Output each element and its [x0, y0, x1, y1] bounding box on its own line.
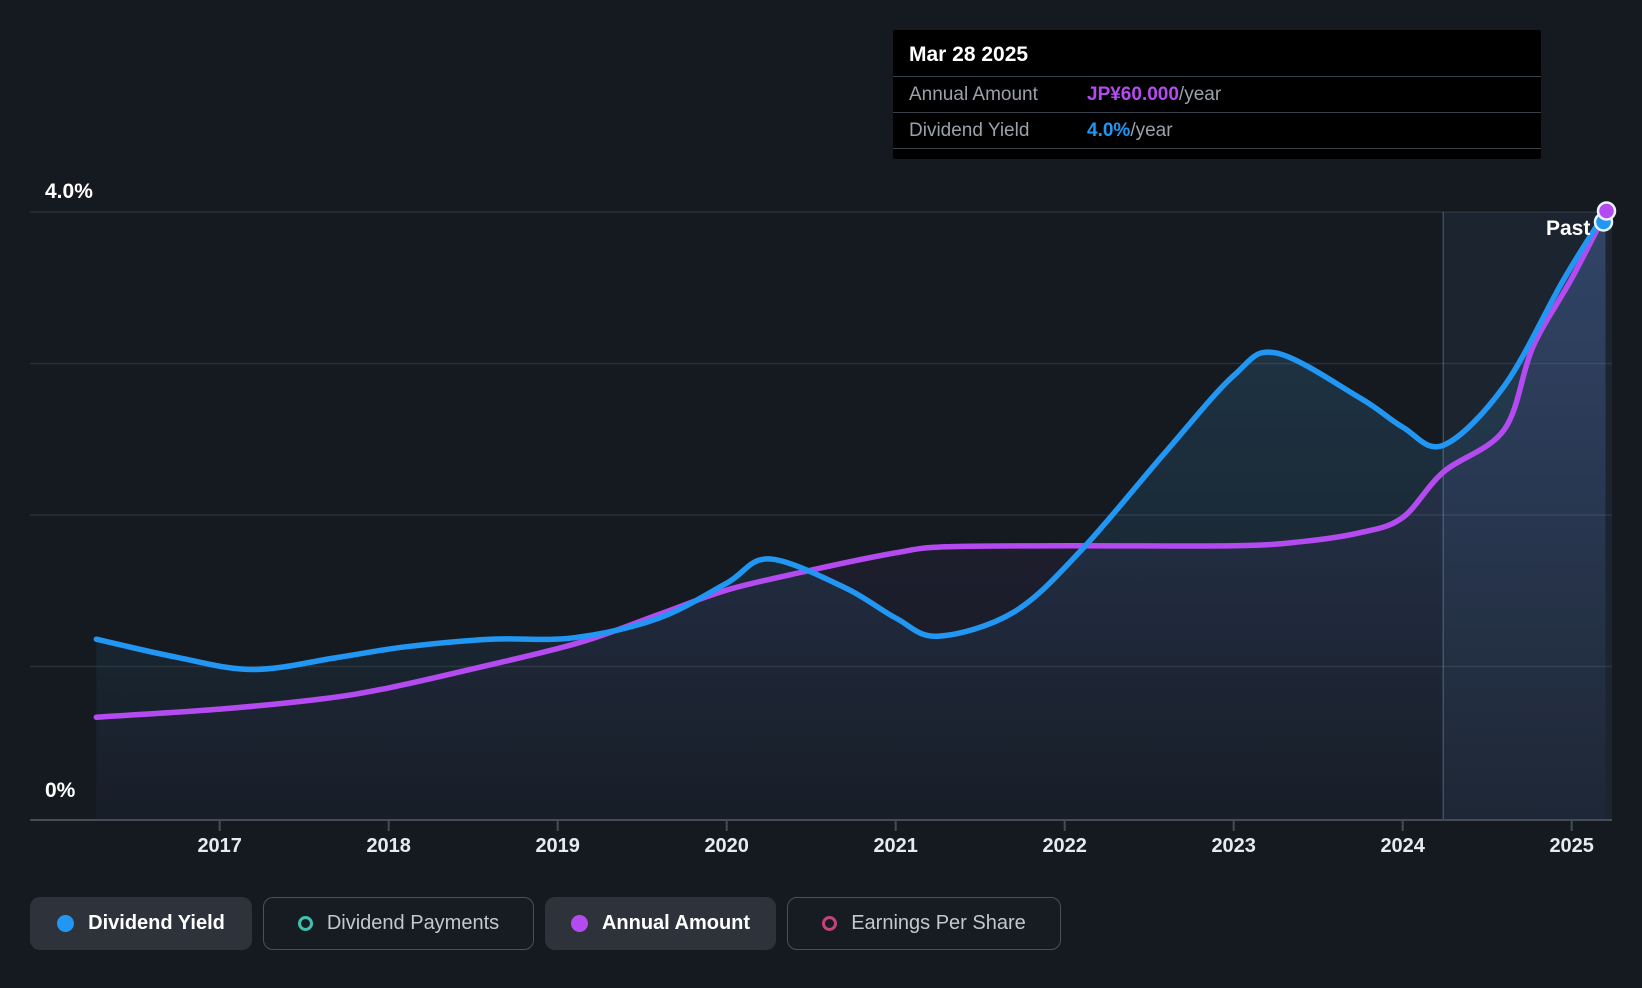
- tooltip-row-suffix: /year: [1178, 83, 1222, 105]
- legend-chip-label: Dividend Payments: [326, 912, 500, 934]
- chart-legend: Dividend Yield Dividend Payments Annual Am…: [30, 897, 1061, 950]
- ring-icon: [297, 916, 313, 931]
- x-axis-label: 2019: [535, 835, 580, 857]
- legend-chip-dividend-yield[interactable]: Dividend Yield: [30, 897, 252, 950]
- legend-chip-dividend-payments[interactable]: Dividend Payments: [263, 897, 534, 950]
- filled-dot-icon: [57, 915, 75, 932]
- x-axis-label: 2017: [197, 835, 242, 857]
- past-region-label: Past: [1546, 217, 1591, 240]
- tooltip-row-label: Dividend Yield: [909, 119, 1030, 141]
- tooltip-row-suffix: /year: [1130, 119, 1173, 141]
- filled-dot-icon: [570, 915, 588, 932]
- legend-chip-label: Annual Amount: [601, 912, 751, 934]
- legend-chip-label: Dividend Yield: [88, 912, 225, 934]
- x-axis-label: 2025: [1549, 835, 1594, 857]
- x-axis-label: 2022: [1042, 835, 1087, 857]
- x-axis-ticks: [218, 820, 1573, 831]
- tooltip-row-annual-amount: Annual Amount JP¥60.000/year: [893, 76, 1541, 112]
- x-axis-label: 2020: [704, 835, 749, 857]
- annual-amount-end-dot: [1596, 201, 1617, 221]
- x-axis-label: 2018: [366, 835, 411, 857]
- y-axis-label-top: 4.0%: [45, 180, 93, 203]
- tooltip-row-value: JP¥60.000: [1087, 83, 1179, 105]
- y-axis-label-bottom: 0%: [45, 779, 76, 802]
- x-axis-label: 2023: [1211, 835, 1256, 857]
- x-axis-label: 2024: [1380, 835, 1425, 857]
- annual-amount-line: [93, 210, 1609, 720]
- dividend-yield-area: [96, 212, 1606, 820]
- legend-chip-annual-amount[interactable]: Annual Amount: [545, 897, 776, 950]
- tooltip-row-label: Annual Amount: [909, 83, 1038, 105]
- ring-icon: [822, 916, 838, 931]
- tooltip-row-dividend-yield: Dividend Yield 4.0%/year: [893, 112, 1541, 149]
- tooltip-date: Mar 28 2025: [909, 43, 1029, 66]
- legend-chip-earnings-per-share[interactable]: Earnings Per Share: [787, 897, 1061, 950]
- chart-tooltip: Mar 28 2025 Annual Amount JP¥60.000/year…: [893, 30, 1541, 159]
- past-year-band: [1443, 212, 1612, 820]
- x-axis-label: 2021: [873, 835, 918, 857]
- dividend-yield-line: [93, 209, 1609, 673]
- tooltip-row-value: 4.0%: [1087, 119, 1131, 141]
- legend-chip-label: Earnings Per Share: [851, 912, 1026, 934]
